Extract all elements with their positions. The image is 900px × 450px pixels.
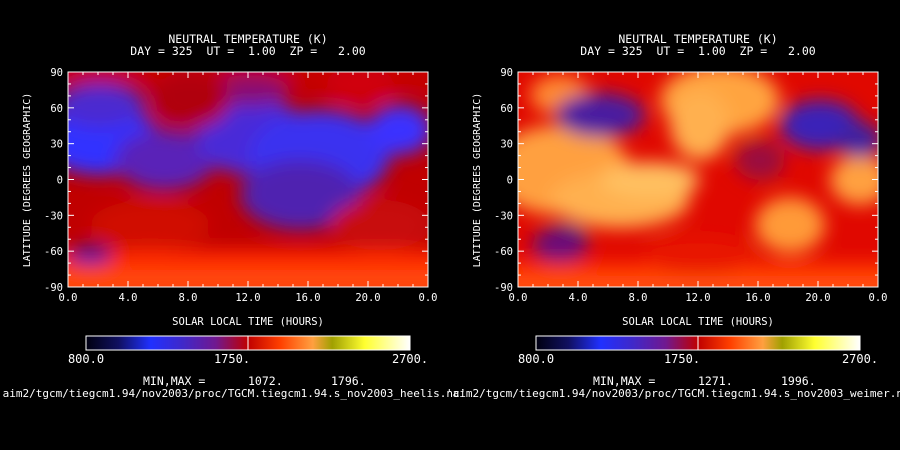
max-value: 1796. bbox=[331, 374, 366, 388]
y-tick-label: 0 bbox=[57, 175, 63, 187]
y-axis-label: LATITUDE (DEGREES GEOGRAPHIC) bbox=[472, 93, 483, 268]
x-tick-label: 20.0 bbox=[355, 292, 380, 304]
min-value: 1271. bbox=[698, 374, 733, 388]
x-tick-label: 8.0 bbox=[629, 292, 648, 304]
y-tick-label: 30 bbox=[50, 139, 63, 151]
chart-subtitle: DAY = 325 UT = 1.00 ZP = 2.00 bbox=[580, 44, 815, 58]
y-axis-label: LATITUDE (DEGREES GEOGRAPHIC) bbox=[22, 93, 33, 268]
x-tick-label: 0.0 bbox=[509, 292, 528, 304]
x-tick-label: 0.0 bbox=[419, 292, 438, 304]
heatmap-field bbox=[68, 72, 428, 287]
x-tick-label: 8.0 bbox=[179, 292, 198, 304]
x-tick-label: 4.0 bbox=[119, 292, 138, 304]
y-tick-label: -30 bbox=[494, 210, 513, 222]
panel-left: NEUTRAL TEMPERATURE (K) DAY = 325 UT = 1… bbox=[0, 32, 466, 400]
y-tick-label: 90 bbox=[50, 67, 63, 79]
minmax-label: MIN,MAX = bbox=[143, 374, 205, 388]
x-tick-label: 0.0 bbox=[59, 292, 78, 304]
chart-title: NEUTRAL TEMPERATURE (K) bbox=[168, 32, 327, 46]
colorbar-mid-label: 1750. bbox=[664, 352, 700, 366]
y-tick-label: -60 bbox=[494, 246, 513, 258]
x-axis-label: SOLAR LOCAL TIME (HOURS) bbox=[172, 316, 324, 328]
x-tick-label: 12.0 bbox=[685, 292, 710, 304]
x-axis-label: SOLAR LOCAL TIME (HOURS) bbox=[622, 316, 774, 328]
file-path: 'aim2/tgcm/tiegcm1.94/nov2003/proc/TGCM.… bbox=[446, 387, 900, 400]
y-tick-label: 30 bbox=[500, 139, 513, 151]
y-tick-label: 60 bbox=[500, 103, 513, 115]
x-tick-label: 20.0 bbox=[805, 292, 830, 304]
y-tick-label: 90 bbox=[500, 67, 513, 79]
colorbar-min-label: 800.0 bbox=[68, 352, 104, 366]
colorbar-mid-label: 1750. bbox=[214, 352, 250, 366]
chart-title: NEUTRAL TEMPERATURE (K) bbox=[618, 32, 777, 46]
y-tick-label: -90 bbox=[44, 282, 63, 294]
y-tick-label: 0 bbox=[507, 175, 513, 187]
colorbar-max-label: 2700. bbox=[842, 352, 878, 366]
max-value: 1996. bbox=[781, 374, 816, 388]
y-tick-label: -60 bbox=[44, 246, 63, 258]
minmax-label: MIN,MAX = bbox=[593, 374, 655, 388]
y-tick-label: 60 bbox=[50, 103, 63, 115]
x-tick-label: 0.0 bbox=[869, 292, 888, 304]
x-tick-label: 16.0 bbox=[745, 292, 770, 304]
panel-right: NEUTRAL TEMPERATURE (K) DAY = 325 UT = 1… bbox=[446, 32, 900, 400]
x-tick-label: 16.0 bbox=[295, 292, 320, 304]
heatmap-field bbox=[518, 72, 878, 287]
x-tick-label: 12.0 bbox=[235, 292, 260, 304]
colorbar-max-label: 2700. bbox=[392, 352, 428, 366]
colorbar-min-label: 800.0 bbox=[518, 352, 554, 366]
y-tick-label: -90 bbox=[494, 282, 513, 294]
min-value: 1072. bbox=[248, 374, 283, 388]
y-tick-label: -30 bbox=[44, 210, 63, 222]
chart-subtitle: DAY = 325 UT = 1.00 ZP = 2.00 bbox=[130, 44, 365, 58]
file-path: 'aim2/tgcm/tiegcm1.94/nov2003/proc/TGCM.… bbox=[0, 387, 466, 400]
x-tick-label: 4.0 bbox=[569, 292, 588, 304]
